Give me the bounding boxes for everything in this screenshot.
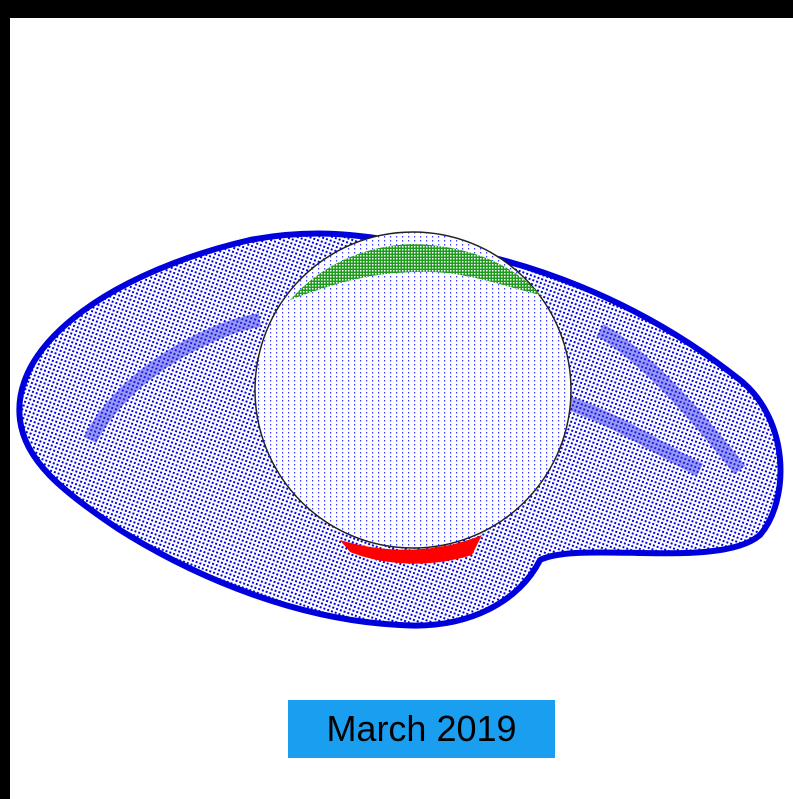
caption: March 2019	[288, 700, 555, 758]
left-border	[0, 0, 10, 799]
top-border	[0, 0, 793, 18]
visualization	[0, 0, 793, 799]
screen: March 2019	[0, 0, 793, 799]
